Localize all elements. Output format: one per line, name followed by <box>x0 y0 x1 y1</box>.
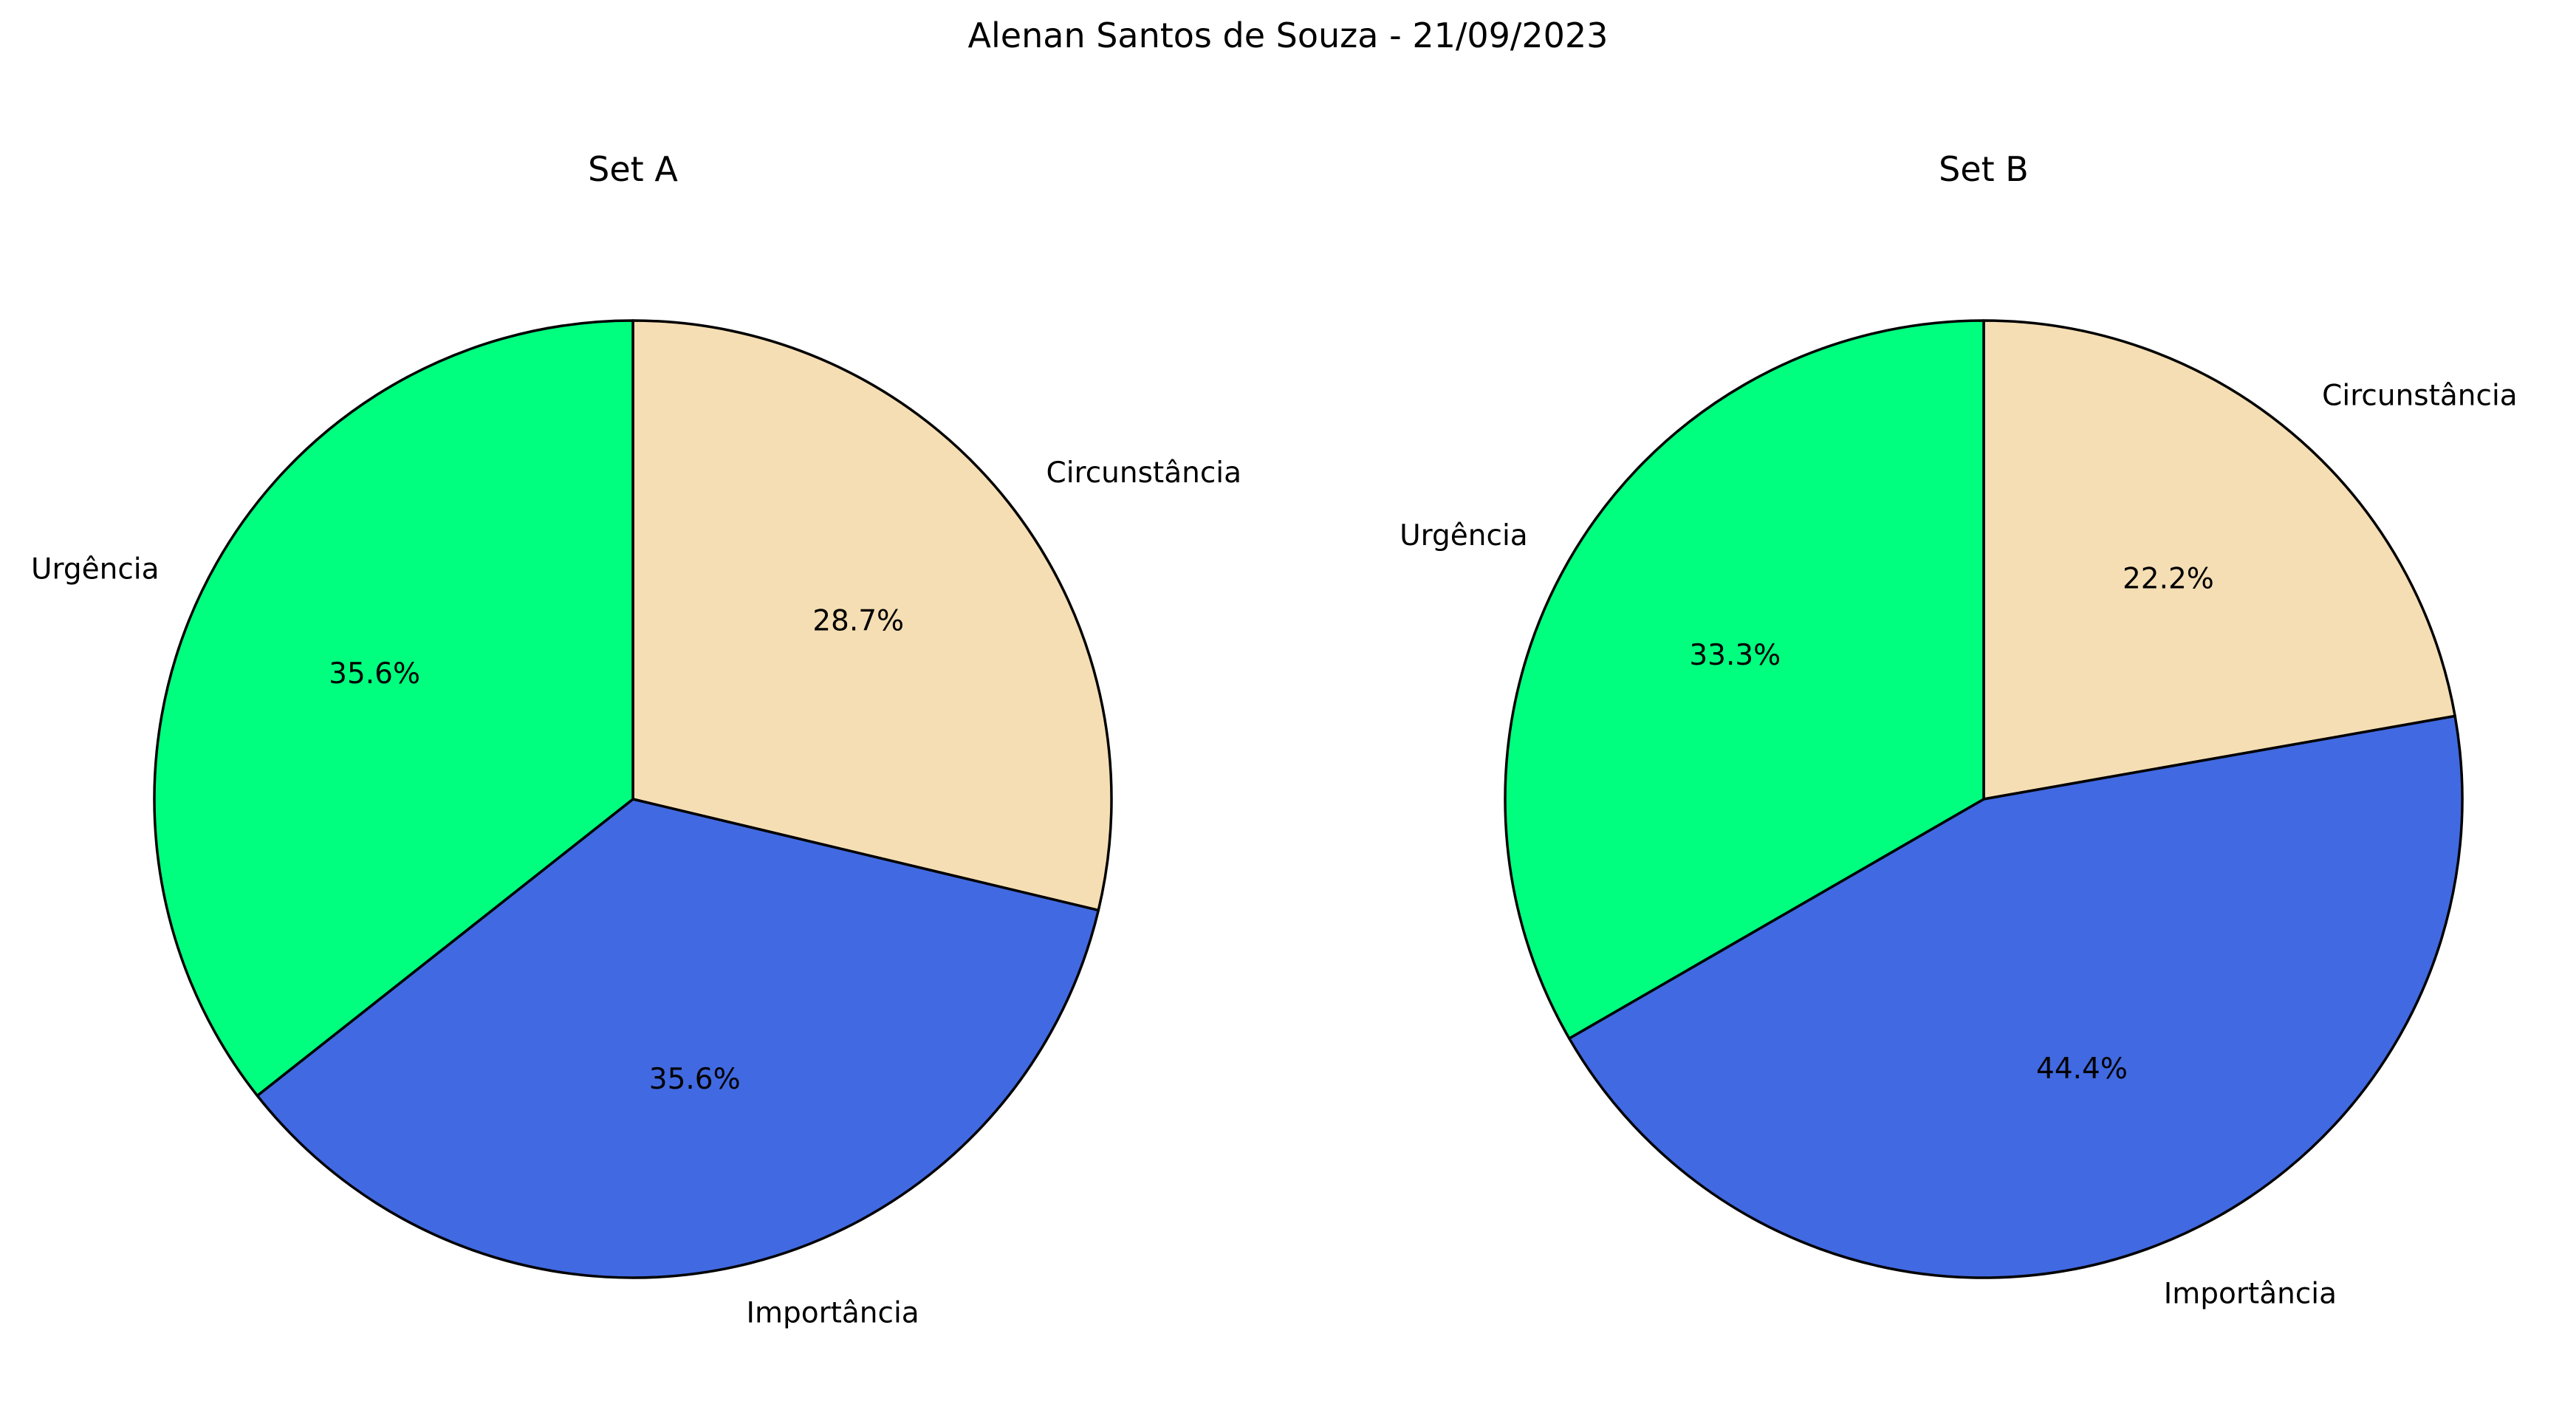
pie-slice-circunstancia <box>631 319 1113 912</box>
pie-category-label-circunstancia: Circunstância <box>2322 379 2518 412</box>
pie-category-label-importancia: Importância <box>746 1297 919 1330</box>
pie-percent-label-circunstancia: 28.7% <box>812 605 904 638</box>
pie-slice-importancia <box>256 798 1100 1279</box>
figure-title: Alenan Santos de Souza - 21/09/2023 <box>968 16 1609 55</box>
pie-title: Set B <box>1939 149 2029 189</box>
pie-percent-label-urgencia: 35.6% <box>329 657 420 691</box>
pie-slice-urgencia <box>153 319 634 1098</box>
pie-percent-label-urgencia: 33.3% <box>1689 639 1781 672</box>
pie-percent-label-circunstancia: 22.2% <box>2123 563 2214 596</box>
pie-slice-circunstancia <box>1982 319 2456 801</box>
pie-percent-label-importancia: 44.4% <box>2036 1052 2128 1086</box>
pie-percent-label-importancia: 35.6% <box>649 1063 741 1096</box>
pie-chart-set-b: Set B 22.2% Circunstância 44.4% Importância 3… <box>1400 149 2518 1310</box>
pie-category-label-urgencia: Urgência <box>1400 519 1528 552</box>
pie-category-label-urgencia: Urgência <box>31 553 160 586</box>
pie-category-label-importancia: Importância <box>2164 1277 2337 1310</box>
pie-slice-urgencia <box>1504 319 1985 1040</box>
pie-slice-importancia <box>1568 714 2464 1279</box>
pie-chart-set-a: Set A 28.7% Circunstância 35.6% Importância 3… <box>31 149 1241 1330</box>
charts-container: Set A 28.7% Circunstância 35.6% Importância 3… <box>31 149 2518 1330</box>
pie-title: Set A <box>588 149 678 189</box>
pie-category-label-circunstancia: Circunstância <box>1046 456 1241 490</box>
